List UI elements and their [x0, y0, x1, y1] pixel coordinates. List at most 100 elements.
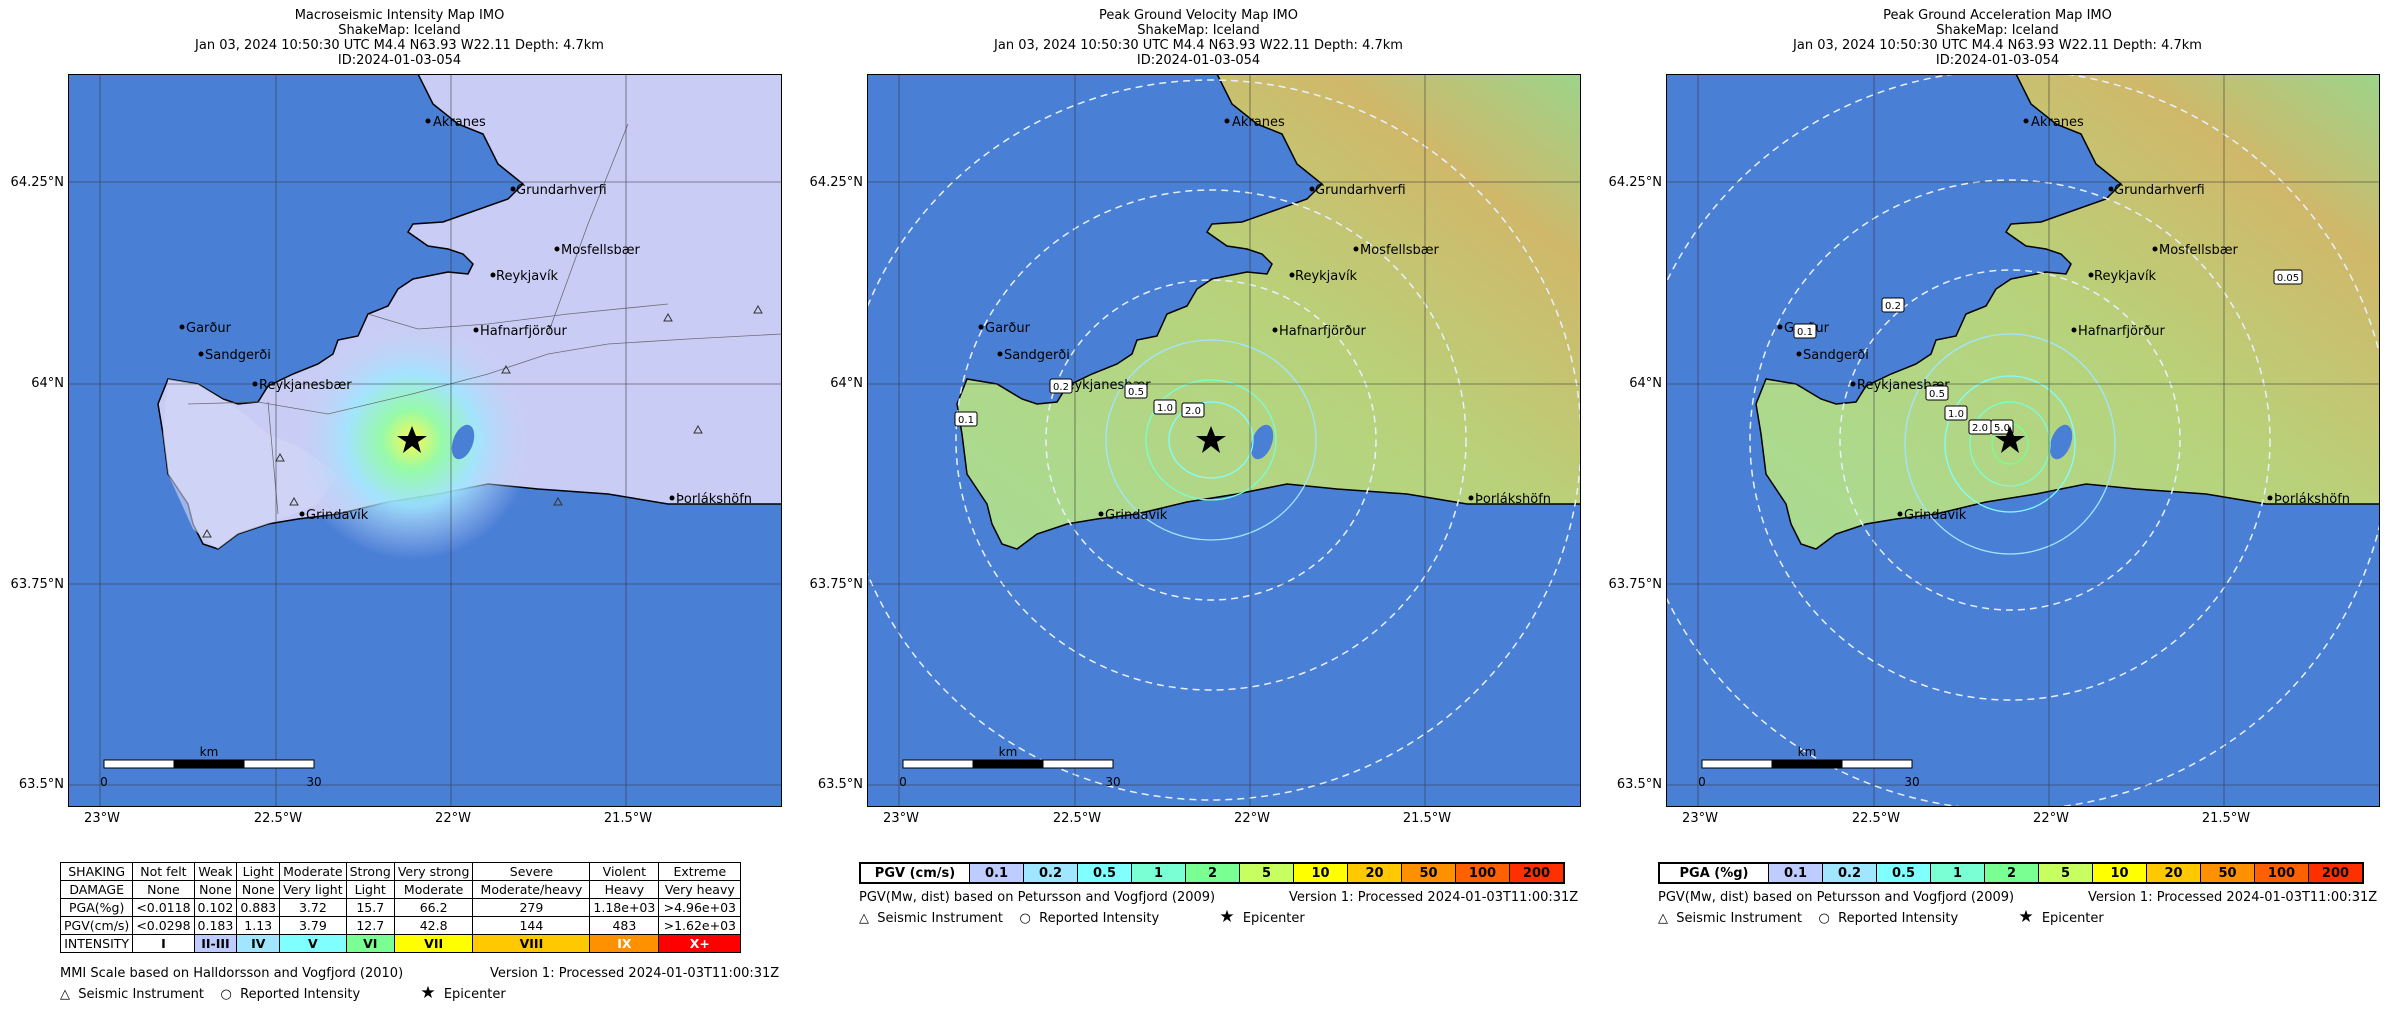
title-line-3: Jan 03, 2024 10:50:30 UTC M4.4 N63.93 W2… [195, 38, 604, 53]
city-label: Hafnarfjörður [480, 324, 568, 339]
svg-text:Sandgerði: Sandgerði [1803, 348, 1869, 363]
pga-contour-labels: 0.05 0.1 0.2 0.5 1.0 2.0 5.0 [1793, 269, 2303, 435]
svg-text:0: 0 [1698, 775, 1706, 789]
legend-bin: 0.1 [970, 864, 1024, 882]
epicenter-star [397, 426, 427, 453]
city-label: Þorlákshöfn [676, 492, 752, 507]
pga-panel: Peak Ground Acceleration Map IMO ShakeMa… [1598, 0, 2397, 1017]
city-label: Grindavík [306, 508, 369, 523]
svg-text:Grundarhverfi: Grundarhverfi [1315, 183, 1406, 198]
instrument-markers [202, 304, 763, 538]
svg-text:Reykjavík: Reykjavík [2094, 269, 2157, 284]
mmi-panel: Macroseismic Intensity Map IMO ShakeMap:… [0, 0, 799, 1017]
legend-bin: 1 [1931, 864, 1985, 882]
legend-bin: 5 [2039, 864, 2093, 882]
svg-text:0: 0 [100, 775, 108, 789]
cities: Akranes Grundarhverfi Mosfellsbær Reykja… [179, 115, 752, 523]
city-label: Reykjanesbær [259, 378, 352, 393]
lon-label: 22.5°W [253, 811, 303, 826]
svg-text:5.0: 5.0 [1994, 423, 2010, 434]
lon-label: 23°W [84, 811, 120, 826]
legend-bin: 0.2 [1823, 864, 1877, 882]
lat-label: 63.5°N [817, 777, 863, 792]
svg-text:Akranes: Akranes [1232, 115, 1285, 130]
svg-text:2.0: 2.0 [1972, 423, 1988, 434]
svg-text:Garður: Garður [985, 321, 1031, 336]
legend-bin: 5 [1240, 864, 1294, 882]
svg-text:Mosfellsbær: Mosfellsbær [1360, 243, 1440, 258]
pga-dashed-contours [1666, 74, 2380, 807]
pgv-contour-labels: 0.1 0.2 0.5 1.0 2.0 [954, 378, 1205, 427]
svg-text:km: km [1798, 745, 1817, 759]
pga-map[interactable]: Akranes Grundarhverfi Mosfellsbær Reykja… [1666, 74, 2380, 807]
legend-bin: 10 [1294, 864, 1348, 882]
legend-bin: 0.5 [1078, 864, 1132, 882]
legend-bin: 50 [1402, 864, 1456, 882]
svg-text:Akranes: Akranes [2031, 115, 2084, 130]
epicenter-star [1196, 426, 1226, 453]
svg-text:30: 30 [306, 775, 321, 789]
city-label: Grundarhverfi [516, 183, 607, 198]
legend-bin: 0.1 [1769, 864, 1823, 882]
circle-icon: ○ [1019, 911, 1031, 926]
city-label: Sandgerði [205, 348, 271, 363]
mmi-map[interactable]: Akranes Grundarhverfi Mosfellsbær Reykja… [68, 74, 782, 807]
svg-text:Þorlákshöfn: Þorlákshöfn [1475, 492, 1551, 507]
legend-bin: 2 [1985, 864, 2039, 882]
star-icon: ★ [420, 983, 436, 1003]
pga-legend-bar: PGA (%g) 0.1 0.2 0.5 1 2 5 10 20 50 100 200 [1658, 862, 2364, 884]
svg-text:Reykjavík: Reykjavík [1295, 269, 1358, 284]
lat-label: 64°N [830, 376, 863, 391]
city-label: Garður [186, 321, 232, 336]
legend-bin: 20 [2147, 864, 2201, 882]
legend-bin: 1 [1132, 864, 1186, 882]
city-label: Akranes [433, 115, 486, 130]
legend-bin: 200 [2309, 864, 2362, 882]
lon-label: 22.5°W [1052, 811, 1102, 826]
title-line-4: ID:2024-01-03-054 [337, 53, 462, 68]
svg-text:0.1: 0.1 [958, 415, 974, 426]
svg-text:0.2: 0.2 [1885, 301, 1901, 312]
legend-bin: 50 [2201, 864, 2255, 882]
svg-text:0: 0 [899, 775, 907, 789]
star-icon: ★ [2018, 907, 2034, 927]
lat-label: 63.5°N [18, 777, 64, 792]
roads [187, 123, 782, 515]
circle-icon: ○ [220, 987, 232, 1002]
svg-text:0.2: 0.2 [1053, 382, 1069, 393]
lon-label: 21.5°W [1402, 811, 1452, 826]
svg-text:Grindavík: Grindavík [1105, 508, 1168, 523]
lon-label: 21.5°W [603, 811, 653, 826]
star-icon: ★ [1219, 907, 1235, 927]
pgv-dashed-contours [867, 79, 1581, 801]
svg-text:0.1: 0.1 [1797, 327, 1813, 338]
lon-label: 22°W [1234, 811, 1270, 826]
triangle-icon: △ [1658, 911, 1668, 926]
pgv-contours [1105, 339, 1317, 541]
pgv-map[interactable]: Akranes Grundarhverfi Mosfellsbær Reykja… [867, 74, 1581, 807]
mmi-footnote-left: MMI Scale based on Halldorsson and Vogfj… [60, 966, 404, 981]
scale-bar: km 0 30 [100, 745, 321, 789]
mmi-legend-table: SHAKING Not felt Weak Light Moderate Strong Ve… [59, 862, 742, 953]
svg-text:0.5: 0.5 [1128, 387, 1144, 398]
pgv-legend-bar: PGV (cm/s) 0.1 0.2 0.5 1 2 5 10 20 50 100 200 [859, 862, 1565, 884]
svg-text:0.05: 0.05 [2277, 273, 2299, 284]
svg-text:km: km [999, 745, 1018, 759]
gridlines [68, 74, 782, 807]
city-label: Mosfellsbær [561, 243, 641, 258]
pgv-title: Peak Ground Velocity Map IMO ShakeMap: I… [994, 8, 1403, 68]
svg-text:1.0: 1.0 [1157, 403, 1173, 414]
svg-text:30: 30 [1105, 775, 1120, 789]
pgv-panel: Peak Ground Velocity Map IMO ShakeMap: I… [799, 0, 1598, 1017]
svg-text:30: 30 [1904, 775, 1919, 789]
mmi-footnote-right: Version 1: Processed 2024-01-03T11:00:31… [490, 966, 780, 981]
pga-contours [1904, 333, 2116, 555]
svg-text:km: km [200, 745, 219, 759]
circle-icon: ○ [1818, 911, 1830, 926]
triangle-icon: △ [859, 911, 869, 926]
svg-text:Grindavík: Grindavík [1904, 508, 1967, 523]
legend-bin: 100 [2255, 864, 2309, 882]
lat-label: 63.75°N [809, 577, 863, 592]
svg-text:Þorlákshöfn: Þorlákshöfn [2274, 492, 2350, 507]
svg-text:Hafnarfjörður: Hafnarfjörður [1279, 324, 1367, 339]
